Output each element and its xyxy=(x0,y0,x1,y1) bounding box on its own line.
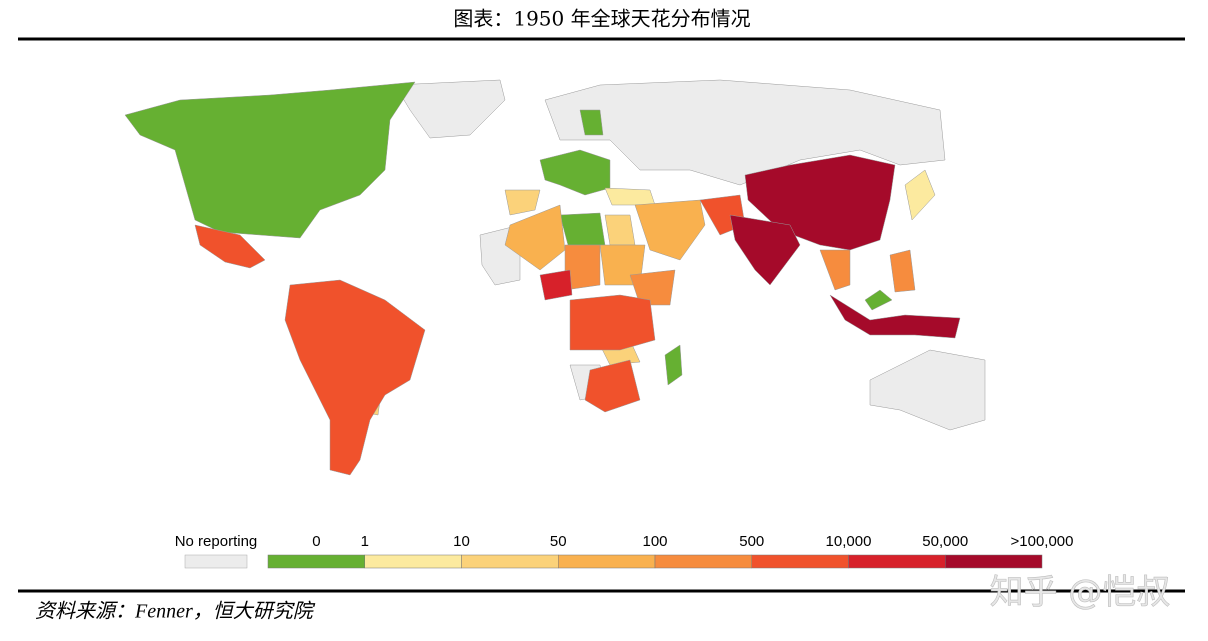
legend-swatch xyxy=(654,554,752,569)
libya xyxy=(559,212,606,246)
legend-label: 10,000 xyxy=(826,533,872,550)
japan xyxy=(904,169,936,221)
central-africa xyxy=(569,294,656,351)
legend-swatch xyxy=(461,554,559,569)
algeria xyxy=(504,204,566,271)
legend-label: 100 xyxy=(642,533,667,550)
indochina xyxy=(819,249,851,291)
scandinavia xyxy=(579,109,604,136)
legend-swatch xyxy=(364,554,462,569)
nigeria xyxy=(539,269,573,301)
world-map xyxy=(124,79,986,476)
russia xyxy=(544,79,946,186)
legend: No reporting 0 1 10 50 100 500 10,000 50,000 >10… xyxy=(175,533,1074,569)
legend-label: 10 xyxy=(453,533,470,550)
legend-swatch xyxy=(848,554,946,569)
philippines xyxy=(889,249,916,293)
europe xyxy=(539,149,611,196)
mexico xyxy=(194,224,266,269)
iberia xyxy=(504,189,541,216)
title: 图表：1950 年全球天花分布情况 xyxy=(453,7,750,31)
north-america xyxy=(124,81,416,239)
legend-label: >100,000 xyxy=(1011,533,1074,550)
legend-swatch xyxy=(751,554,849,569)
australia xyxy=(869,349,986,431)
south-africa xyxy=(584,359,641,413)
legend-swatch xyxy=(558,554,656,569)
legend-label: No reporting xyxy=(175,533,258,550)
ethiopia xyxy=(629,269,676,306)
legend-swatch xyxy=(267,554,365,569)
turkey xyxy=(604,187,656,206)
greenland xyxy=(394,79,506,139)
legend-label: 50,000 xyxy=(922,533,968,550)
indonesia xyxy=(829,294,961,339)
south-america xyxy=(284,279,426,476)
source: 资料来源：Fenner，恒大研究院 xyxy=(35,601,316,623)
legend-swatch xyxy=(184,554,248,569)
borneo-north xyxy=(864,289,893,311)
legend-label: 50 xyxy=(550,533,567,550)
legend-label: 0 xyxy=(312,533,320,550)
legend-label: 500 xyxy=(739,533,764,550)
madagascar xyxy=(664,344,683,386)
legend-label: 1 xyxy=(361,533,369,550)
arabia xyxy=(634,199,706,261)
watermark: 知乎 @恺叔 xyxy=(990,573,1171,613)
egypt xyxy=(604,214,636,246)
india xyxy=(729,214,801,286)
legend-swatch xyxy=(945,554,1043,569)
